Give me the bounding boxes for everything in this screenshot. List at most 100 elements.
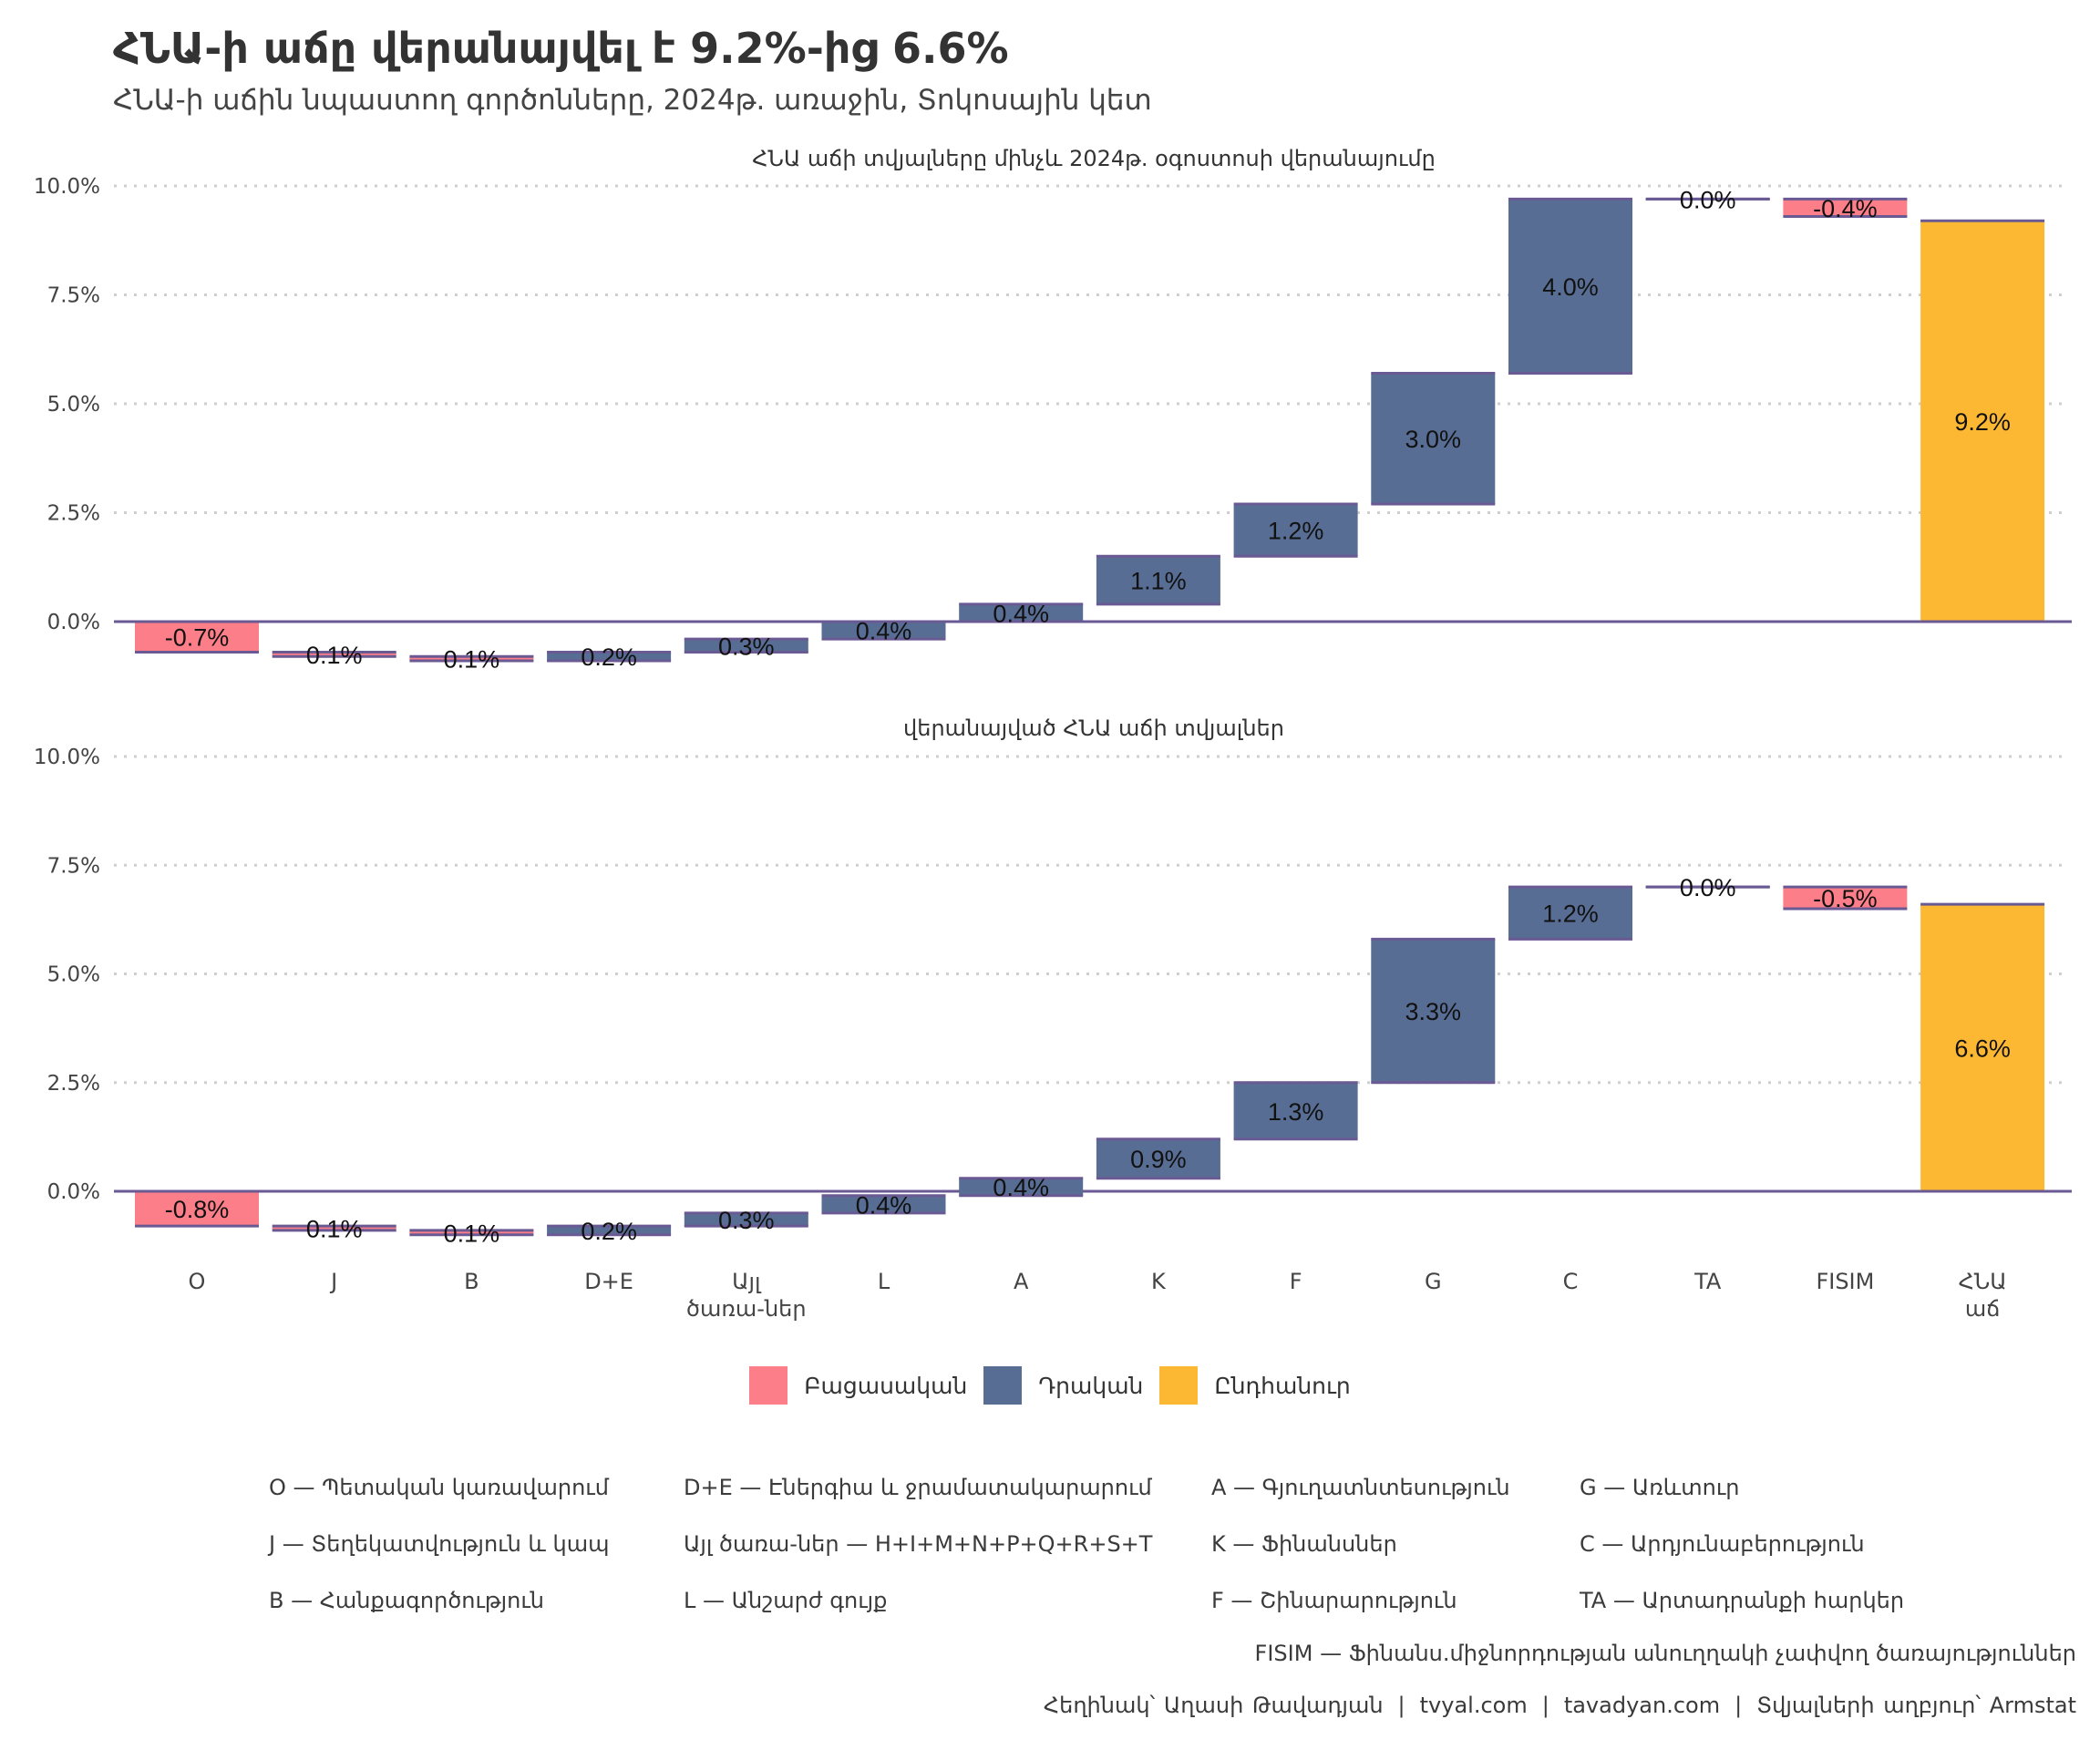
legend-item-total: Ընդհանուր: [1159, 1366, 1351, 1405]
x-tick-label: K: [1151, 1269, 1167, 1294]
bar-positive: [547, 652, 672, 662]
bar-positive: [684, 639, 808, 653]
data-label: 0.2%: [581, 1218, 637, 1245]
bar-positive: [959, 1178, 1084, 1196]
x-tick-label: G: [1425, 1269, 1442, 1294]
bar-negative: [409, 656, 534, 662]
bar-positive: [959, 603, 1084, 622]
data-label: 0.4%: [856, 1191, 912, 1219]
note-c: C — Արդյունաբերություն: [1580, 1531, 1865, 1557]
x-tick-label: TA: [1693, 1269, 1722, 1294]
bar-positive: [821, 622, 946, 640]
x-tick-label: FISIM: [1816, 1269, 1874, 1294]
chart-title: ՀՆԱ-ի աճը վերանայվել է 9.2%-ից 6.6%: [113, 24, 1009, 73]
data-label: 1.2%: [1542, 901, 1599, 928]
bar-positive: [1233, 1082, 1358, 1139]
data-label: 0.1%: [444, 646, 500, 674]
bar-total: [1920, 221, 2045, 623]
bar-positive: [1371, 373, 1496, 504]
bar-total: [1920, 904, 2045, 1191]
panel-original: ՀՆԱ աճի տվյալները մինչև 2024թ. օգոստոսի …: [34, 146, 2072, 674]
legend-label-positive: Դրական: [1038, 1372, 1144, 1399]
bar-negative: [272, 1226, 396, 1230]
bar-positive: [1233, 503, 1358, 557]
notes-column-3: A — Գյուղատնտեսություն K — Ֆինանսներ F —…: [1211, 1469, 1510, 1639]
x-tick-label: ՀՆԱ: [1959, 1269, 2007, 1294]
y-tick-label: 2.5%: [47, 502, 100, 526]
data-label: 0.0%: [1680, 874, 1736, 901]
note-f: F — Շինարարություն: [1211, 1588, 1457, 1613]
note-g: G — Առևտուր: [1580, 1475, 1740, 1500]
note-other-services: Այլ ծառա-ներ — H+I+M+N+P+Q+R+S+T: [684, 1531, 1153, 1557]
bar-positive: [1508, 887, 1632, 940]
data-label: 9.2%: [1954, 408, 2011, 436]
data-label: 0.9%: [1130, 1146, 1187, 1173]
legend-swatch-negative: [749, 1366, 788, 1405]
note-b: B — Հանքագործություն: [269, 1588, 545, 1613]
note-l: L — Անշարժ գույք: [684, 1588, 888, 1613]
y-tick-label: 0.0%: [47, 1180, 100, 1204]
x-tick-label: A: [1014, 1269, 1029, 1294]
bar-positive: [1371, 939, 1496, 1083]
data-label: -0.8%: [165, 1196, 230, 1223]
data-label: -0.7%: [165, 624, 230, 652]
credit-author: Հեղինակ՝ Աղասի Թավադյան: [1043, 1693, 1384, 1718]
note-ta: TA — Արտադրանքի հարկեր: [1580, 1588, 1905, 1613]
x-tick-label: B: [464, 1269, 479, 1294]
y-tick-label: 5.0%: [47, 393, 100, 417]
panel-title: վերանայված ՀՆԱ աճի տվյալներ: [903, 715, 1284, 741]
x-tick-label: D+E: [584, 1269, 633, 1294]
x-tick-label: F: [1290, 1269, 1302, 1294]
note-j: J — Տեղեկատվություն և կապ: [269, 1531, 610, 1557]
bar-positive: [547, 1226, 672, 1235]
panel-title: ՀՆԱ աճի տվյալները մինչև 2024թ. օգոստոսի …: [752, 146, 1436, 171]
bar-negative: [135, 622, 259, 653]
data-label: 0.4%: [856, 618, 912, 645]
data-label: 0.1%: [306, 1216, 363, 1243]
credit-link-tavadyan[interactable]: tavadyan.com: [1563, 1693, 1721, 1718]
credit-separator: |: [1541, 1693, 1549, 1718]
credit-source: Տվյալների աղբյուր՝ Armstat: [1756, 1693, 2076, 1718]
notes-column-1: O — Պետական կառավարում J — Տեղեկատվությո…: [269, 1469, 610, 1639]
fisim-note: FISIM — Ֆինանս.միջնորդության անուղղակի չ…: [1254, 1641, 2076, 1666]
bar-negative: [1783, 887, 1908, 909]
y-tick-label: 10.0%: [34, 746, 100, 769]
note-de: D+E — Էներգիա և ջրամատակարարում: [684, 1475, 1152, 1500]
notes-column-2: D+E — Էներգիա և ջրամատակարարում Այլ ծառա…: [684, 1469, 1152, 1639]
data-label: 0.3%: [718, 1207, 775, 1234]
credits: Հեղինակ՝ Աղասի Թավադյան | tvyal.com | tavady…: [1044, 1693, 2076, 1718]
bar-positive: [1096, 1138, 1220, 1179]
bar-positive: [1096, 556, 1220, 604]
y-tick-label: 5.0%: [47, 963, 100, 987]
credit-separator: |: [1397, 1693, 1405, 1718]
data-label: 0.0%: [1680, 186, 1736, 213]
data-label: -0.5%: [1813, 885, 1878, 912]
data-label: 1.2%: [1268, 518, 1324, 545]
data-label: 0.4%: [993, 1174, 1049, 1201]
data-label: 0.3%: [718, 633, 775, 660]
bar-positive: [1508, 199, 1632, 374]
x-tick-label: աճ: [1965, 1296, 2000, 1322]
legend-item-negative: Բացասական: [749, 1366, 967, 1405]
legend-item-positive: Դրական: [983, 1366, 1143, 1405]
x-tick-label: O: [189, 1269, 206, 1294]
bar-negative: [135, 1191, 259, 1227]
x-tick-label: Այլ: [732, 1269, 762, 1294]
x-tick-label: L: [878, 1269, 890, 1294]
x-tick-label: ծառա-ներ: [686, 1296, 807, 1322]
chart-subtitle: ՀՆԱ-ի աճին նպաստող գործոնները, 2024թ. առ…: [113, 84, 1152, 117]
y-tick-label: 10.0%: [34, 175, 100, 199]
y-tick-label: 7.5%: [47, 284, 100, 308]
panel-revised: վերանայված ՀՆԱ աճի տվյալներ 0.0% 2.5% 5.0% 7…: [34, 715, 2072, 1247]
x-tick-label: J: [329, 1269, 337, 1294]
data-label: 0.1%: [306, 642, 363, 669]
data-label: 1.1%: [1130, 568, 1187, 595]
data-label: 0.2%: [581, 643, 637, 671]
note-a: A — Գյուղատնտեսություն: [1211, 1475, 1510, 1500]
data-label: -0.4%: [1813, 195, 1878, 222]
credit-link-tvyal[interactable]: tvyal.com: [1419, 1693, 1528, 1718]
data-label: 1.3%: [1268, 1098, 1324, 1126]
y-tick-label: 0.0%: [47, 611, 100, 634]
data-label: 0.4%: [993, 600, 1049, 627]
note-k: K — Ֆինանսներ: [1211, 1531, 1397, 1557]
